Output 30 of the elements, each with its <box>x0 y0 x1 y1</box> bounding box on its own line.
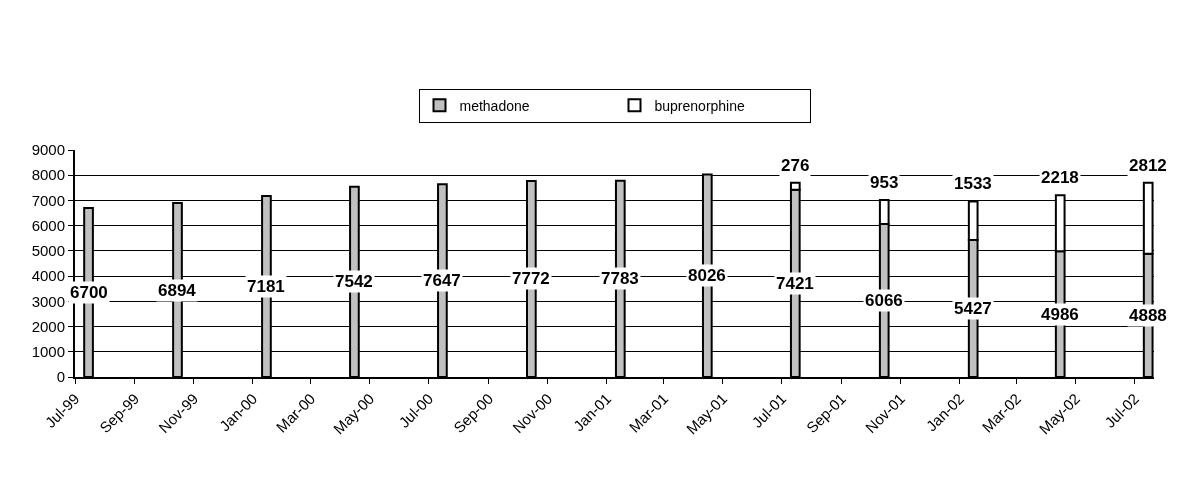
y-tick-label: 1000 <box>31 343 65 361</box>
y-tick-label: 0 <box>56 368 65 386</box>
y-tick-label: 8000 <box>31 166 65 184</box>
data-label: 6894 <box>158 281 197 300</box>
y-tick-label: 6000 <box>31 216 65 234</box>
y-tick-label: 3000 <box>31 292 65 310</box>
data-label: 7772 <box>512 269 550 288</box>
y-tick-label: 4000 <box>31 267 65 285</box>
data-label: 7181 <box>247 277 285 296</box>
y-tick-label: 2000 <box>31 317 65 335</box>
data-label: 1533 <box>954 174 992 193</box>
data-label: 953 <box>870 173 899 192</box>
data-label: 8026 <box>688 266 726 285</box>
y-tick-label: 5000 <box>31 242 65 260</box>
legend-label: buprenorphine <box>654 97 746 114</box>
legend-label: methadone <box>459 97 530 114</box>
data-label: 7542 <box>335 272 373 291</box>
data-label: 7647 <box>423 271 461 290</box>
data-label: 6066 <box>865 291 903 310</box>
y-tick-label: 7000 <box>31 191 65 209</box>
data-label: 7783 <box>601 269 639 288</box>
y-tick-label: 9000 <box>31 141 65 159</box>
data-label: 6700 <box>70 283 108 302</box>
data-label: 2218 <box>1041 168 1079 187</box>
data-label: 7421 <box>776 274 814 293</box>
data-label: 5427 <box>954 299 992 318</box>
data-label: 4986 <box>1041 305 1079 324</box>
data-label: 4888 <box>1129 306 1167 325</box>
data-label: 2812 <box>1129 156 1167 175</box>
data-label: 276 <box>781 156 810 175</box>
